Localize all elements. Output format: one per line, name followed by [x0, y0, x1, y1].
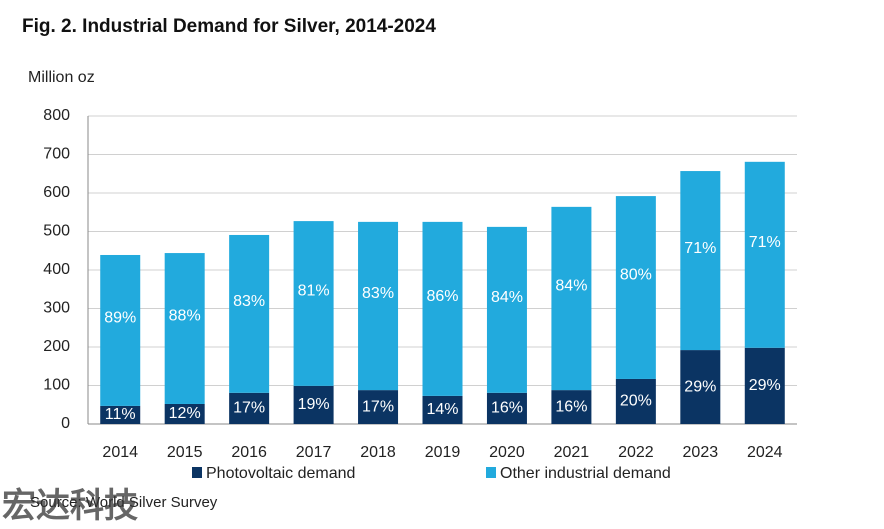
share-label: 89% — [104, 310, 136, 327]
bar-segment — [744, 161, 785, 348]
share-label: 16% — [491, 400, 523, 417]
x-tick-label: 2021 — [554, 444, 590, 461]
chart-title: Fig. 2. Industrial Demand for Silver, 20… — [22, 16, 436, 37]
share-label: 81% — [298, 283, 330, 300]
x-tick-label: 2024 — [747, 444, 783, 461]
share-label: 83% — [233, 293, 265, 310]
legend-swatch — [486, 467, 496, 478]
share-label: 11% — [105, 406, 136, 423]
bar-segment — [680, 350, 721, 424]
bar-segment — [551, 390, 592, 424]
x-tick-label: 2019 — [425, 444, 461, 461]
y-tick-label: 0 — [61, 415, 70, 432]
share-label: 16% — [555, 398, 587, 415]
share-label: 29% — [749, 377, 781, 394]
y-tick-label: 600 — [43, 184, 70, 201]
share-label: 84% — [555, 278, 587, 295]
x-tick-label: 2015 — [167, 444, 203, 461]
source-note: Source: World Silver Survey — [30, 494, 218, 511]
share-label: 86% — [426, 288, 458, 305]
bar-segment — [615, 196, 656, 379]
bar-segment — [164, 253, 205, 404]
bar-segment — [358, 390, 399, 424]
share-label: 12% — [169, 405, 201, 422]
x-tick-label: 2016 — [231, 444, 267, 461]
share-label: 17% — [362, 398, 394, 415]
bar-segment — [229, 234, 270, 393]
x-tick-label: 2017 — [296, 444, 332, 461]
bar-segment — [293, 385, 334, 424]
share-label: 80% — [620, 267, 652, 284]
bar-segment — [615, 378, 656, 424]
share-label: 88% — [169, 308, 201, 325]
x-tick-label: 2018 — [360, 444, 396, 461]
share-label: 84% — [491, 289, 523, 306]
x-tick-label: 2023 — [683, 444, 719, 461]
bar-segment — [358, 221, 399, 391]
legend-label: Photovoltaic demand — [206, 465, 355, 482]
share-label: 71% — [684, 240, 716, 257]
bar-segment — [486, 392, 527, 424]
watermark: 宏达科技 — [2, 486, 138, 525]
bar-segment — [293, 221, 334, 386]
legend-label: Other industrial demand — [500, 465, 671, 482]
share-label: 83% — [362, 285, 394, 302]
bar-segment — [100, 405, 141, 424]
y-tick-label: 500 — [43, 223, 70, 240]
bar-segment — [680, 171, 721, 351]
y-tick-label: 200 — [43, 338, 70, 355]
legend-swatch — [192, 467, 202, 478]
bar-segment — [229, 392, 270, 424]
bar-segment — [744, 347, 785, 424]
bar-segment — [486, 226, 527, 393]
y-tick-label: 800 — [43, 107, 70, 124]
share-label: 17% — [233, 400, 265, 417]
share-label: 20% — [620, 393, 652, 410]
y-tick-label: 100 — [43, 377, 70, 394]
share-label: 14% — [426, 401, 458, 418]
share-label: 71% — [749, 234, 781, 251]
bar-segment — [422, 395, 463, 424]
x-tick-label: 2014 — [102, 444, 138, 461]
y-tick-label: 300 — [43, 300, 70, 317]
x-tick-label: 2022 — [618, 444, 654, 461]
bar-segment — [100, 254, 141, 406]
bar-segment — [164, 403, 205, 424]
y-tick-label: 400 — [43, 261, 70, 278]
y-axis-label: Million oz — [28, 69, 95, 86]
share-label: 29% — [684, 378, 716, 395]
y-tick-label: 700 — [43, 146, 70, 163]
bar-segment — [551, 206, 592, 391]
bar-segment — [422, 221, 463, 396]
share-label: 19% — [298, 396, 330, 413]
x-tick-label: 2020 — [489, 444, 525, 461]
